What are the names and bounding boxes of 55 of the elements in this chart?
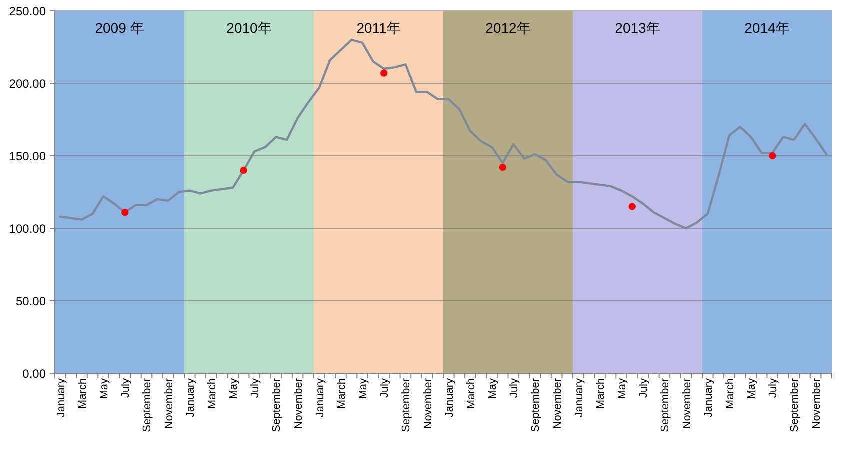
annotation: 2010年 xyxy=(226,20,272,36)
x-tick-label: September xyxy=(660,378,672,432)
x-tick-label: May xyxy=(228,378,240,400)
annotation: 2012年 xyxy=(486,20,531,36)
x-tick-label: November xyxy=(422,378,434,430)
annotation: 2009 年 xyxy=(95,20,144,36)
line-series xyxy=(59,38,828,230)
x-tick-label: January xyxy=(184,378,197,418)
x-tick-label: November xyxy=(552,378,564,430)
x-tick-label: November xyxy=(681,378,694,430)
annotation: 2013年 xyxy=(615,20,660,36)
y-tick-label: 0.00 xyxy=(22,367,46,381)
point xyxy=(499,164,506,172)
x-tick-label: January xyxy=(55,378,68,418)
x-tick-label: July xyxy=(768,378,780,398)
point xyxy=(240,166,248,174)
x-tick-label: March xyxy=(594,378,607,410)
point xyxy=(769,152,776,160)
x-tick-label: July xyxy=(508,378,521,398)
x-tick-label: March xyxy=(76,378,89,410)
x-tick-label: May xyxy=(616,378,629,400)
y-tick-label: 50.00 xyxy=(16,294,46,308)
y-tick-label: 200.00 xyxy=(9,77,46,91)
x-tick-label: March xyxy=(206,378,218,410)
x-tick-label: July xyxy=(250,378,262,398)
x-tick-label: September xyxy=(789,378,802,432)
x-tick-label: September xyxy=(530,378,542,432)
x-tick-label: May xyxy=(487,378,500,400)
y-tick-label: 100.00 xyxy=(9,222,46,236)
point xyxy=(380,70,388,77)
x-tick-label: July xyxy=(379,378,392,398)
x-tick-label: May xyxy=(746,378,758,400)
x-tick-label: May xyxy=(358,378,370,400)
annotation: 2011年 xyxy=(356,20,401,36)
x-tick-label: January xyxy=(702,378,715,418)
x-tick-label: September xyxy=(400,378,413,432)
point xyxy=(628,203,636,210)
x-tick-label: July xyxy=(638,378,650,398)
x-tick-label: November xyxy=(292,378,305,430)
x-tick-label: January xyxy=(314,378,326,418)
x-tick-label: March xyxy=(724,378,736,410)
point xyxy=(122,208,129,216)
x-tick-label: November xyxy=(810,378,823,430)
x-tick-label: November xyxy=(163,378,176,430)
x-tick-label: January xyxy=(573,378,586,418)
y-tick-label: 250.00 xyxy=(9,4,46,18)
annotation: 2014年 xyxy=(744,20,790,36)
x-tick-label: September xyxy=(271,378,284,432)
x-tick-label: March xyxy=(465,378,478,410)
y-tick-label: 150.00 xyxy=(9,150,46,164)
x-tick-label: May xyxy=(98,378,111,400)
x-tick-label: September xyxy=(142,378,154,432)
x-tick-label: July xyxy=(120,378,132,398)
x-tick-label: January xyxy=(444,378,456,418)
x-tick-label: March xyxy=(336,378,348,410)
